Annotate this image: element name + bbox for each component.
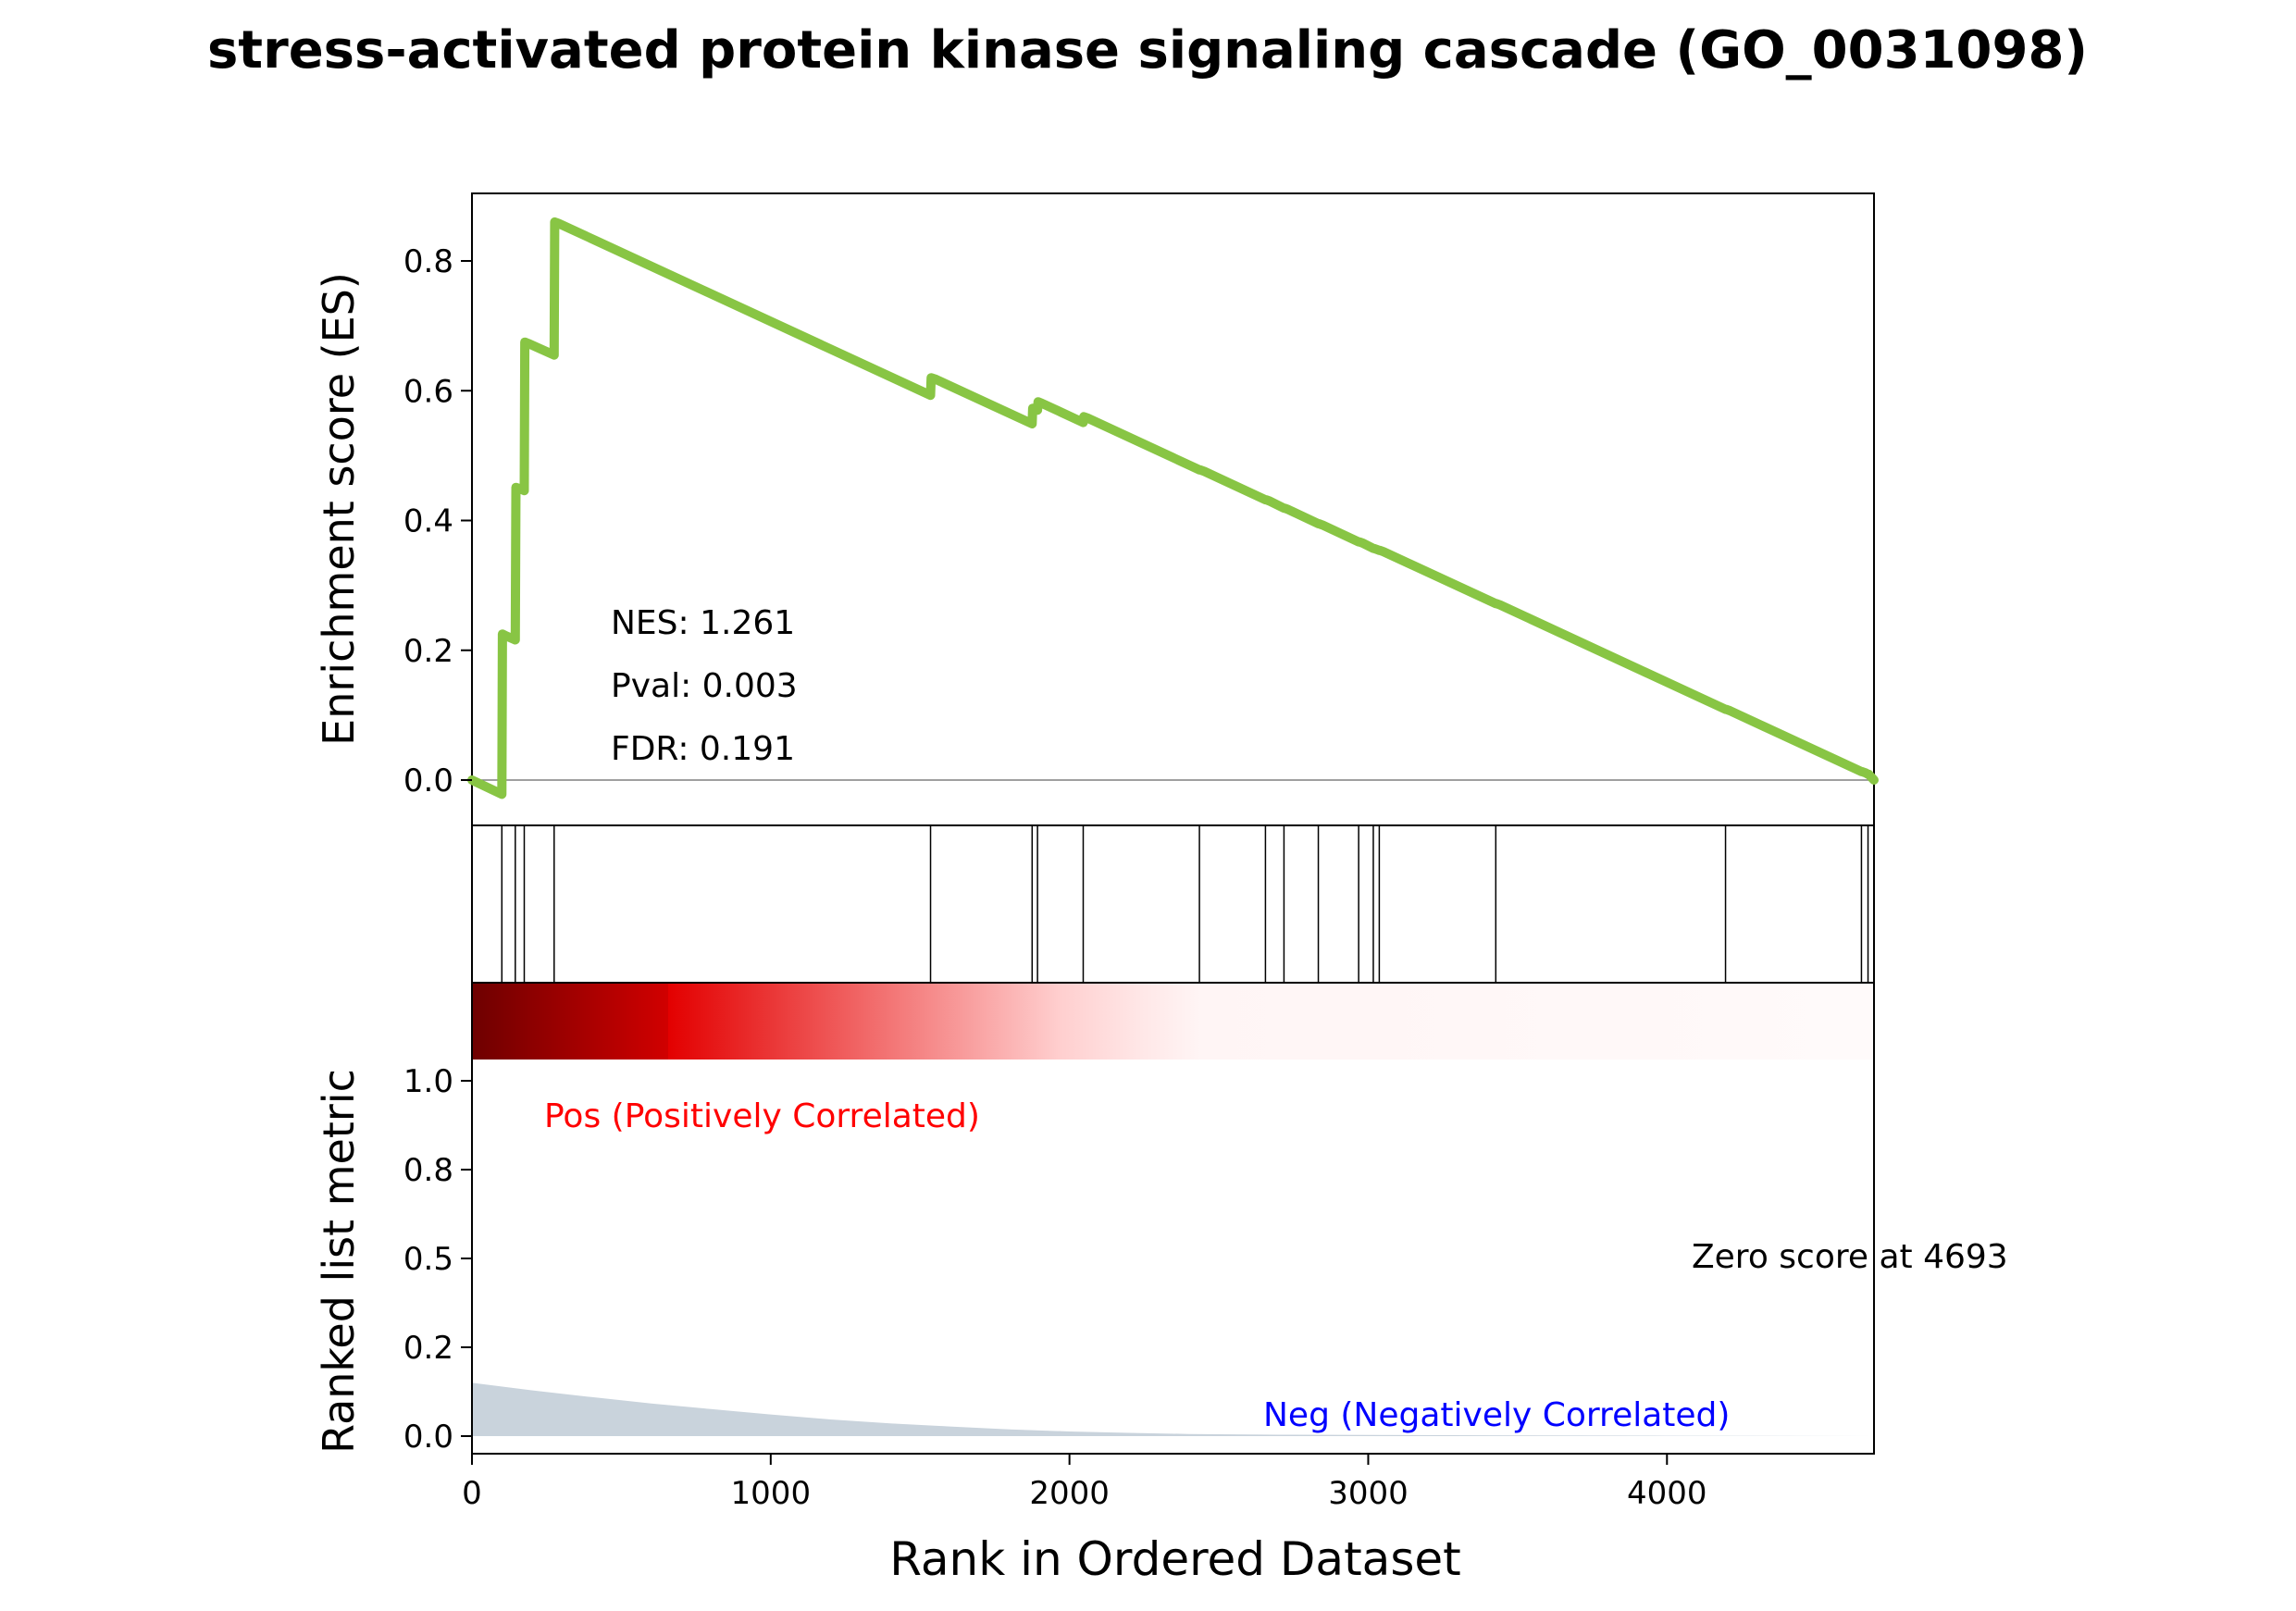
x-tick-label: 2000: [1029, 1475, 1110, 1512]
chart-title: stress-activated protein kinase signalin…: [207, 20, 2088, 81]
es-y-tick-label: 0.2: [403, 633, 453, 670]
x-tick-label: 0: [462, 1475, 482, 1512]
x-axis-label: Rank in Ordered Dataset: [889, 1532, 1460, 1586]
es-y-tick-label: 0.6: [403, 373, 453, 410]
es-panel: 0.0 0.2 0.4 0.6 0.8 Enrichment score (ES) NE…: [314, 192, 1879, 826]
metric-y-tick-label: 1.0: [403, 1063, 453, 1100]
metric-y-tick-label: 0.8: [403, 1152, 453, 1189]
fdr-stat: FDR: 0.191: [611, 730, 795, 768]
pval-stat: Pval: 0.003: [611, 667, 798, 705]
es-ylabel: Enrichment score (ES): [314, 272, 364, 746]
metric-y-tick-label: 0.2: [403, 1330, 453, 1367]
nes-stat: NES: 1.261: [611, 604, 795, 642]
metric-ylabel: Ranked list metric: [314, 1069, 364, 1454]
es-y-ticks: 0.0 0.2 0.4 0.6 0.8: [403, 243, 472, 799]
es-y-tick-label: 0.8: [403, 243, 453, 280]
es-line: [467, 217, 1879, 799]
neg-label: Neg (Negatively Correlated): [1263, 1396, 1730, 1434]
pos-label: Pos (Positively Correlated): [544, 1097, 980, 1135]
es-y-tick-label: 0.4: [403, 503, 453, 540]
metric-y-ticks: 0.0 0.2 0.5 0.8 1.0: [403, 1063, 472, 1456]
es-y-tick-label: 0.0: [403, 762, 453, 799]
metric-panel-frame: [471, 982, 1875, 1455]
zero-score-label: Zero score at 4693: [1692, 1238, 2008, 1276]
metric-panel: 0.0 0.2 0.5 0.8 1.0 Ranked list metric Pos (…: [314, 982, 2008, 1456]
hits-panel: [471, 824, 1875, 984]
x-axis-ticks: 0 1000 2000 3000 4000: [462, 1454, 1707, 1512]
rank-colorbar: [472, 983, 1874, 1060]
metric-area: [472, 1382, 1874, 1436]
gene-hit-lines: [501, 825, 1869, 983]
x-tick-label: 1000: [731, 1475, 812, 1512]
x-tick-label: 3000: [1328, 1475, 1409, 1512]
hits-panel-frame: [471, 824, 1875, 984]
x-tick-label: 4000: [1627, 1475, 1707, 1512]
metric-y-tick-label: 0.0: [403, 1419, 453, 1456]
metric-y-tick-label: 0.5: [403, 1241, 453, 1278]
